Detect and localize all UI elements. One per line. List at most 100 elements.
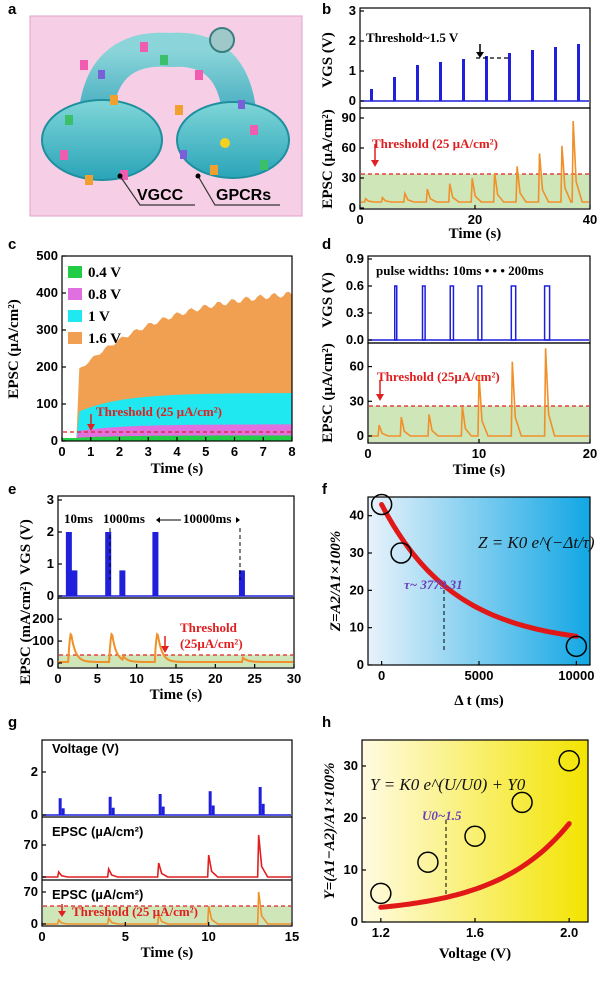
f-ytick-label: 40 bbox=[350, 508, 364, 523]
b-voltage-pulse bbox=[531, 50, 534, 101]
b-voltage-pulse bbox=[439, 62, 442, 101]
e-xtick-label: 25 bbox=[247, 671, 261, 686]
b-threshold-voltage-label: Threshold~1.5 V bbox=[366, 30, 459, 45]
e-xtick-label: 30 bbox=[287, 671, 301, 686]
h-ytick-label: 10 bbox=[344, 862, 358, 877]
g-row1-ytick-label: 0 bbox=[31, 807, 38, 822]
g-threshold-region bbox=[43, 906, 291, 925]
e-bottom-ytick-label: 100 bbox=[32, 633, 54, 648]
d-bottom-ytick-label: 60 bbox=[350, 359, 364, 374]
e-xtick-label: 20 bbox=[208, 671, 222, 686]
e-bottom-ytick-label: 0 bbox=[47, 655, 54, 670]
f-ytick-label: 20 bbox=[350, 582, 364, 597]
e-epsc-trace bbox=[58, 632, 294, 663]
f-fit-curve bbox=[379, 502, 579, 639]
e-xtick-label: 10 bbox=[129, 671, 143, 686]
d-xlabel: Time (s) bbox=[453, 462, 506, 478]
h-u0-label: U0~1.5 bbox=[422, 808, 462, 823]
vgcc-label: VGCC bbox=[137, 187, 184, 204]
d-epsc-trace bbox=[369, 348, 589, 437]
g-row2-ytick-label: 70 bbox=[24, 837, 38, 852]
g-xtick-label: 15 bbox=[285, 929, 299, 944]
g-voltage-pulse bbox=[258, 787, 262, 815]
e-xlabel: Time (s) bbox=[150, 687, 203, 703]
b-voltage-pulse bbox=[416, 65, 419, 101]
g-row1-ytick-label: 2 bbox=[31, 764, 38, 779]
gpcrs-label: GPCRs bbox=[216, 187, 271, 204]
f-ytick-label: 10 bbox=[350, 620, 364, 635]
b-voltage-pulse bbox=[393, 77, 396, 101]
e-threshold-label-1: Threshold bbox=[180, 620, 238, 635]
g-epsc-trace-2 bbox=[43, 891, 291, 925]
neurotransmitter bbox=[220, 138, 230, 148]
c-ytick-label: 300 bbox=[36, 322, 58, 337]
e-xtick-label: 0 bbox=[54, 671, 61, 686]
d-top-ylabel: VGS (V) bbox=[320, 272, 336, 327]
d-voltage-pulse bbox=[449, 285, 455, 341]
panel-e: 10ms 1000ms 10000ms Threshold (25µA/cm²)… bbox=[18, 492, 301, 703]
h-fit-curve bbox=[378, 821, 572, 910]
c-xtick-label: 8 bbox=[288, 444, 295, 459]
panel-label-f: f bbox=[322, 481, 328, 498]
f-ytick-label: 0 bbox=[357, 657, 364, 672]
g-voltage-pulse bbox=[108, 796, 112, 815]
g-row3-ytick-label: 0 bbox=[31, 916, 38, 931]
c-ytick-label: 100 bbox=[36, 396, 58, 411]
f-xtick-label: 10000 bbox=[558, 668, 594, 683]
h-xlabel: Voltage (V) bbox=[439, 946, 511, 962]
h-formula: Y = K0 e^(U/U0) + Y0 bbox=[370, 775, 526, 794]
c-xtick-label: 7 bbox=[260, 444, 267, 459]
c-legend-label: 1.6 V bbox=[88, 331, 121, 347]
f-data-point bbox=[390, 542, 412, 564]
g-xtick-label: 5 bbox=[122, 929, 129, 944]
b-xtick-label: 0 bbox=[356, 212, 363, 227]
g-xtick-label: 10 bbox=[201, 929, 215, 944]
e-xtick-label: 5 bbox=[94, 671, 101, 686]
c-xtick-label: 5 bbox=[202, 444, 209, 459]
d-bottom-ytick-label: 30 bbox=[350, 393, 364, 408]
g-row3-ytick-label: 70 bbox=[24, 884, 38, 899]
e-interval-3: 10000ms bbox=[183, 511, 231, 526]
f-formula: Z = K0 e^(−Δt/τ) + Z0 bbox=[478, 533, 600, 552]
g-voltage-pulse bbox=[208, 791, 212, 815]
b-threshold-label: Threshold (25 µA/cm²) bbox=[372, 136, 498, 151]
c-ytick-label: 400 bbox=[36, 285, 58, 300]
d-voltage-pulse bbox=[543, 285, 551, 341]
d-threshold-label: Threshold (25µA/cm²) bbox=[377, 369, 500, 384]
d-top-ytick-label: 0.3 bbox=[346, 305, 364, 320]
f-ylabel: Z=A2/A1×100% bbox=[328, 531, 344, 632]
g-row3-label: EPSC (µA/cm²) bbox=[52, 887, 143, 902]
c-legend-swatch bbox=[68, 266, 82, 278]
h-xtick-label: 1.6 bbox=[466, 925, 484, 940]
panel-label-b: b bbox=[322, 1, 331, 18]
c-ytick-label: 500 bbox=[36, 248, 58, 263]
g-threshold-label: Threshold (25 µA/cm²) bbox=[72, 904, 198, 919]
panel-label-a: a bbox=[8, 1, 17, 18]
f-data-point bbox=[565, 635, 588, 658]
c-ylabel: EPSC (µA/cm²) bbox=[6, 299, 22, 398]
vesicle bbox=[209, 27, 235, 53]
panel-d: Threshold (25µA/cm²) pulse widths: 10ms … bbox=[320, 251, 597, 478]
b-top-ytick-label: 1 bbox=[349, 63, 356, 78]
g-row1-label: Voltage (V) bbox=[52, 741, 119, 756]
f-data-point bbox=[370, 493, 393, 516]
b-epsc-trace bbox=[361, 120, 589, 203]
b-voltage-pulse bbox=[508, 53, 511, 101]
e-voltage-pulse bbox=[119, 570, 126, 596]
axon-arc bbox=[78, 32, 257, 137]
b-voltage-pulse bbox=[485, 56, 488, 101]
panel-label-e: e bbox=[8, 481, 16, 498]
c-xtick-label: 6 bbox=[231, 444, 238, 459]
b-xtick-label: 40 bbox=[583, 212, 597, 227]
d-xtick-label: 20 bbox=[583, 446, 597, 461]
c-legend-label: 0.4 V bbox=[88, 265, 121, 281]
b-xtick-label: 20 bbox=[468, 212, 482, 227]
b-xlabel: Time (s) bbox=[449, 226, 502, 242]
c-legend-label: 1 V bbox=[88, 309, 110, 325]
h-ytick-label: 30 bbox=[344, 758, 358, 773]
g-row2-label: EPSC (µA/cm²) bbox=[52, 824, 143, 839]
h-ytick-label: 0 bbox=[351, 914, 358, 929]
c-legend-swatch bbox=[68, 310, 82, 322]
h-data-point bbox=[511, 791, 533, 814]
